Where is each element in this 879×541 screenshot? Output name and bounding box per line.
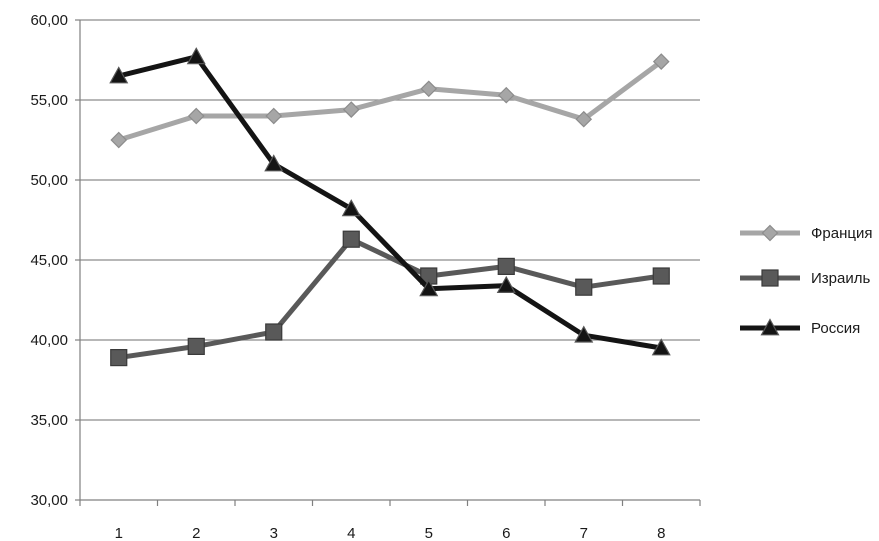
x-tick-label: 7 bbox=[580, 525, 588, 541]
data-point bbox=[109, 66, 129, 84]
y-tick-label: 60,00 bbox=[30, 12, 68, 29]
series-1 bbox=[110, 53, 670, 149]
series-line bbox=[116, 54, 664, 351]
series-line bbox=[116, 59, 664, 143]
legend: Франция Израиль Россия bbox=[740, 224, 872, 337]
y-tick-label: 35,00 bbox=[30, 412, 68, 429]
data-point bbox=[497, 257, 515, 275]
y-tick-label: 30,00 bbox=[30, 492, 68, 509]
x-tick-label: 8 bbox=[657, 525, 665, 541]
legend-label: Франция bbox=[811, 225, 872, 242]
y-tick-label: 45,00 bbox=[30, 252, 68, 269]
legend-marker bbox=[761, 269, 779, 287]
legend-item: Россия bbox=[740, 318, 860, 337]
legend-item: Франция bbox=[740, 224, 872, 242]
x-tick-label: 5 bbox=[425, 525, 433, 541]
data-point bbox=[264, 154, 284, 172]
series bbox=[109, 47, 671, 367]
y-tick-label: 40,00 bbox=[30, 332, 68, 349]
data-point bbox=[110, 131, 128, 149]
data-point bbox=[187, 337, 205, 355]
legend-label: Израиль bbox=[811, 270, 870, 287]
x-tick-label: 4 bbox=[347, 525, 355, 541]
data-point bbox=[575, 278, 593, 296]
legend-item: Израиль bbox=[740, 269, 870, 287]
data-point bbox=[341, 199, 361, 217]
x-tick-label: 6 bbox=[502, 525, 510, 541]
axes bbox=[75, 19, 701, 506]
series-2 bbox=[110, 230, 670, 367]
data-point bbox=[496, 275, 516, 293]
y-tick-label: 50,00 bbox=[30, 172, 68, 189]
gridlines bbox=[80, 19, 700, 421]
x-tick-label: 3 bbox=[270, 525, 278, 541]
data-point bbox=[110, 349, 128, 367]
data-point bbox=[420, 80, 438, 98]
series-line bbox=[116, 236, 664, 361]
y-tick-label: 55,00 bbox=[30, 92, 68, 109]
x-tick-labels: 1 2 3 4 5 6 7 8 bbox=[115, 525, 666, 541]
legend-marker bbox=[761, 224, 779, 242]
legend-marker bbox=[760, 318, 780, 336]
data-point bbox=[652, 53, 670, 70]
data-point bbox=[419, 279, 439, 297]
data-point bbox=[186, 47, 206, 65]
data-point bbox=[265, 107, 283, 125]
data-point bbox=[187, 107, 205, 125]
data-point bbox=[342, 101, 360, 118]
data-point bbox=[497, 86, 515, 104]
data-point bbox=[265, 323, 283, 341]
x-tick-label: 1 bbox=[115, 525, 123, 541]
data-point bbox=[652, 267, 670, 285]
series-3 bbox=[109, 47, 671, 356]
data-point bbox=[575, 110, 593, 128]
y-tick-labels: 30,00 35,00 40,00 45,00 50,00 55,00 60,00 bbox=[30, 12, 68, 509]
data-point bbox=[342, 230, 360, 248]
data-point bbox=[574, 325, 594, 343]
legend-label: Россия bbox=[811, 320, 860, 337]
data-point bbox=[651, 338, 671, 356]
x-tick-label: 2 bbox=[192, 525, 200, 541]
